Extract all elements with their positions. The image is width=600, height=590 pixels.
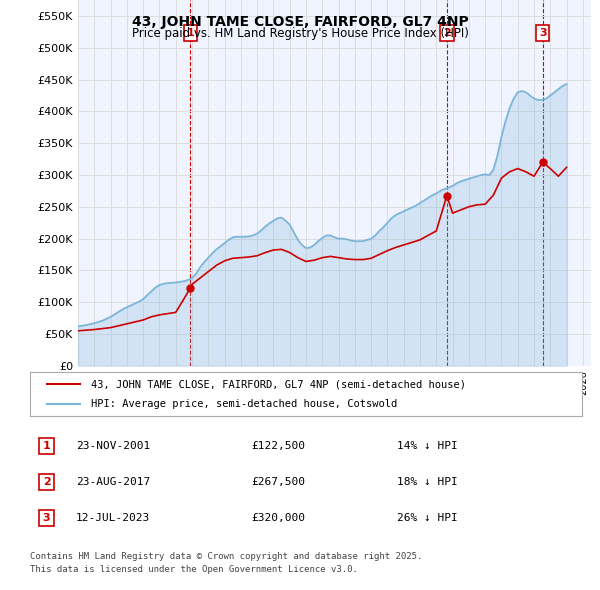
Text: 14% ↓ HPI: 14% ↓ HPI — [397, 441, 458, 451]
Text: 26% ↓ HPI: 26% ↓ HPI — [397, 513, 458, 523]
Text: 1: 1 — [187, 28, 194, 38]
Text: Contains HM Land Registry data © Crown copyright and database right 2025.: Contains HM Land Registry data © Crown c… — [30, 552, 422, 560]
Text: This data is licensed under the Open Government Licence v3.0.: This data is licensed under the Open Gov… — [30, 565, 358, 574]
Text: £320,000: £320,000 — [251, 513, 305, 523]
Text: HPI: Average price, semi-detached house, Cotswold: HPI: Average price, semi-detached house,… — [91, 399, 397, 408]
Text: £122,500: £122,500 — [251, 441, 305, 451]
Text: 3: 3 — [539, 28, 547, 38]
Text: 3: 3 — [43, 513, 50, 523]
Text: 2: 2 — [443, 28, 451, 38]
Text: 43, JOHN TAME CLOSE, FAIRFORD, GL7 4NP: 43, JOHN TAME CLOSE, FAIRFORD, GL7 4NP — [131, 15, 469, 29]
Text: Price paid vs. HM Land Registry's House Price Index (HPI): Price paid vs. HM Land Registry's House … — [131, 27, 469, 40]
Text: 23-AUG-2017: 23-AUG-2017 — [76, 477, 150, 487]
Text: 23-NOV-2001: 23-NOV-2001 — [76, 441, 150, 451]
Text: £267,500: £267,500 — [251, 477, 305, 487]
Text: 2: 2 — [43, 477, 50, 487]
Text: 1: 1 — [43, 441, 50, 451]
Text: 18% ↓ HPI: 18% ↓ HPI — [397, 477, 458, 487]
Text: 43, JOHN TAME CLOSE, FAIRFORD, GL7 4NP (semi-detached house): 43, JOHN TAME CLOSE, FAIRFORD, GL7 4NP (… — [91, 379, 466, 389]
Text: 12-JUL-2023: 12-JUL-2023 — [76, 513, 150, 523]
